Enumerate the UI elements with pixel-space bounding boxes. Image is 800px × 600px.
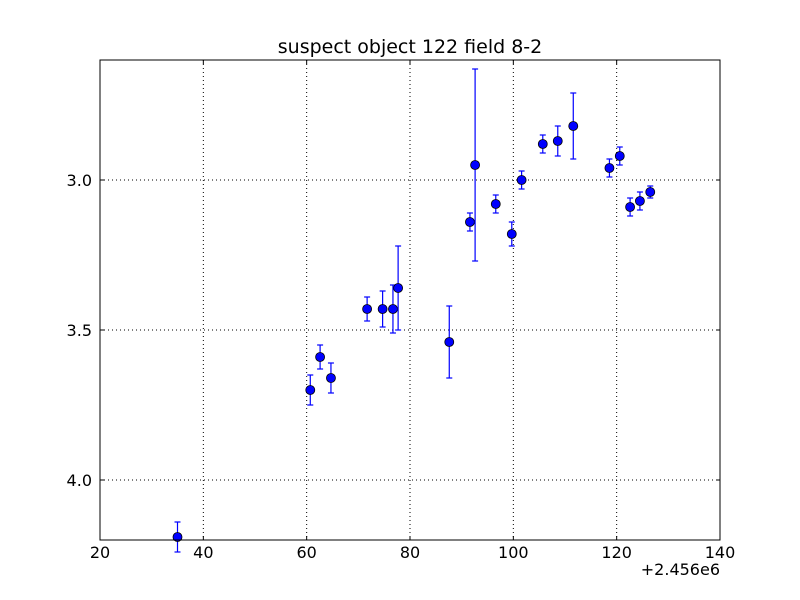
marker	[326, 373, 336, 383]
marker	[490, 199, 501, 209]
data-point	[362, 296, 373, 322]
marker	[305, 385, 316, 395]
marker	[604, 163, 615, 173]
data-point	[645, 185, 656, 199]
x-tick-label: 40	[193, 543, 213, 562]
marker	[172, 532, 183, 542]
data-point	[625, 197, 635, 217]
marker	[444, 337, 455, 347]
marker	[388, 304, 398, 314]
x-tick-label: 20	[90, 543, 110, 562]
x-tick-label: 140	[705, 543, 736, 562]
data-point	[444, 305, 455, 379]
x-offset-label: +2.456e6	[641, 560, 720, 579]
marker	[470, 160, 481, 170]
marker	[377, 304, 388, 314]
data-point	[490, 194, 501, 214]
marker	[625, 202, 635, 212]
data-point	[393, 245, 404, 331]
x-tick-label: 80	[400, 543, 420, 562]
data-point	[388, 284, 398, 334]
data-point	[552, 125, 563, 157]
data-point	[506, 221, 517, 247]
data-point	[326, 362, 336, 394]
data-point	[305, 374, 316, 406]
data-point	[465, 212, 475, 232]
marker	[315, 352, 326, 362]
data-points	[172, 68, 656, 553]
marker	[537, 139, 548, 149]
marker	[362, 304, 373, 314]
y-tick-label: 3.5	[67, 321, 92, 340]
marker	[393, 283, 404, 293]
marker	[614, 151, 625, 161]
x-tick-label: 60	[296, 543, 316, 562]
data-point	[377, 290, 388, 328]
marker	[568, 121, 579, 131]
marker	[645, 187, 656, 197]
data-point	[172, 521, 183, 553]
chart-title: suspect object 122 field 8-2	[278, 36, 543, 58]
data-point	[470, 68, 481, 262]
data-point	[614, 146, 625, 166]
y-tick-label: 3.0	[67, 171, 92, 190]
data-point	[537, 134, 548, 154]
marker	[635, 196, 645, 206]
data-point	[315, 344, 326, 370]
marker	[506, 229, 517, 239]
x-tick-label: 120	[601, 543, 632, 562]
marker	[552, 136, 563, 146]
y-tick-label: 4.0	[67, 471, 92, 490]
data-point	[635, 191, 645, 211]
data-point	[604, 158, 615, 178]
marker	[465, 217, 475, 227]
grid	[100, 60, 720, 540]
axis-ticks: 20 40 60 80 100 120 140 3.0 3.5 4.0	[67, 60, 736, 562]
x-tick-label: 100	[498, 543, 529, 562]
data-point	[568, 92, 579, 160]
marker	[516, 175, 527, 185]
data-point	[516, 170, 527, 190]
